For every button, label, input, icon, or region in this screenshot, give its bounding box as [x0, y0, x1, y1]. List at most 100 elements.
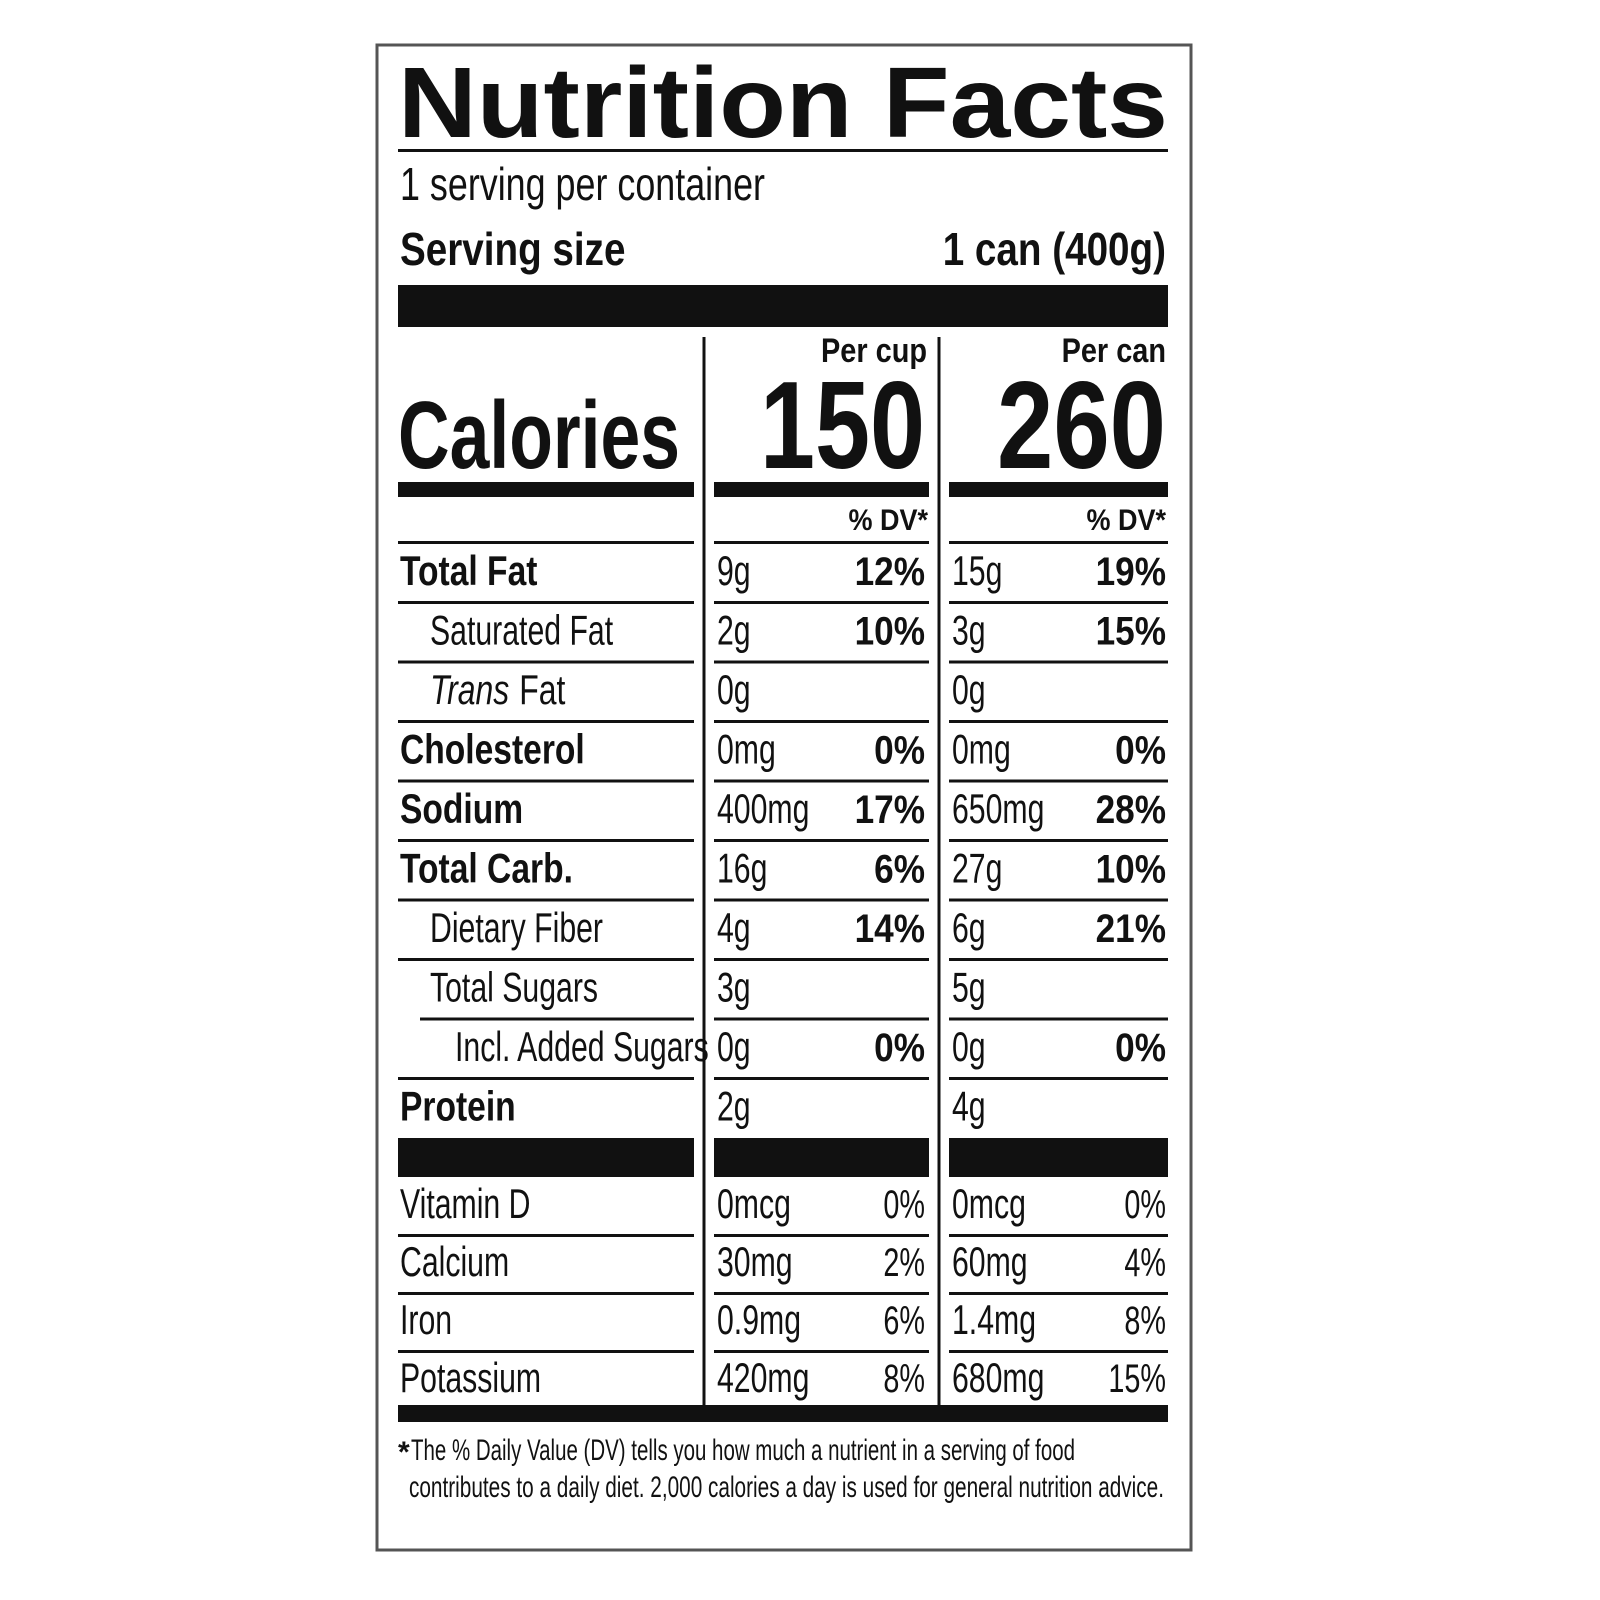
calories-value-group: 260 [997, 357, 1166, 495]
footnote-marker: * [398, 1436, 410, 1469]
thick-rule [949, 1138, 1168, 1177]
daily-value-group: 8% [883, 1356, 925, 1401]
rule [398, 839, 694, 842]
daily-value: 0% [883, 1182, 925, 1227]
nutrient-name-group: Protein [400, 1084, 516, 1130]
daily-value: 0% [874, 1025, 925, 1070]
thick-rule [714, 482, 929, 497]
thick-rule [398, 1138, 694, 1177]
thick-rule [714, 1138, 929, 1177]
nutrient-name-group: Cholesterol [400, 727, 585, 773]
column-header-group: Per cup [821, 331, 927, 370]
amount: 6g [952, 904, 986, 951]
rule [949, 660, 1168, 664]
daily-value-group: 12% [855, 549, 925, 594]
amount-group: 680mg [952, 1354, 1044, 1401]
amount-group: 2g [717, 607, 751, 654]
nutrient-name: Sodium [400, 787, 523, 833]
vitamin-name: Potassium [400, 1354, 541, 1401]
daily-value: 8% [1124, 1298, 1166, 1343]
amount-group: 15g [952, 547, 1002, 594]
amount-group: 0g [717, 666, 751, 713]
amount-group: 16g [717, 845, 767, 892]
amount-group: 4g [952, 1083, 986, 1130]
daily-value: 0% [1124, 1182, 1166, 1227]
servings-per-container: 1 serving per container [400, 159, 765, 210]
rule [949, 720, 1168, 723]
amount: 9g [717, 547, 751, 594]
rule [714, 1350, 929, 1353]
dv-header-group: % DV* [1087, 504, 1167, 538]
amount: 16g [717, 845, 767, 892]
amount-group: 0g [717, 1023, 751, 1070]
daily-value-group: 0% [1115, 727, 1166, 772]
amount: 15g [952, 547, 1002, 594]
nutrient-name-group: Total Sugars [430, 964, 598, 1011]
rule [398, 720, 694, 723]
amount: 2g [717, 1083, 751, 1130]
amount-group: 3g [952, 607, 986, 654]
rule [714, 1234, 929, 1237]
daily-value: 15% [1108, 1356, 1166, 1401]
amount: 400mg [717, 785, 809, 832]
nutrient-name: Fat [519, 666, 566, 713]
daily-value-group: 0% [874, 1025, 925, 1070]
footnote-line-group: The % Daily Value (DV) tells you how muc… [411, 1434, 1075, 1467]
vitamin-name-group: Potassium [400, 1354, 541, 1401]
calories-value-group: 150 [760, 357, 925, 495]
nutrient-name: Protein [400, 1084, 516, 1130]
rule [398, 1077, 694, 1080]
nutrient-name: Dietary Fiber [430, 904, 603, 951]
daily-value-group: 4% [1124, 1240, 1166, 1285]
vitamin-name-group: Vitamin D [400, 1180, 530, 1227]
rule [398, 601, 694, 604]
daily-value: 6% [883, 1298, 925, 1343]
rule [398, 660, 694, 664]
amount: 3g [717, 964, 751, 1011]
daily-value: 28% [1096, 787, 1166, 832]
amount-group: 0mg [952, 726, 1011, 773]
dv-header-group: % DV* [849, 504, 929, 538]
vitamin-name: Vitamin D [400, 1180, 530, 1227]
amount: 0g [952, 1023, 986, 1070]
amount: 27g [952, 845, 1002, 892]
daily-value-group: 15% [1096, 608, 1166, 653]
daily-value: 8% [883, 1356, 925, 1401]
daily-value-group: 6% [874, 846, 925, 891]
amount: 60mg [952, 1238, 1028, 1285]
daily-value-group: 0% [1124, 1182, 1166, 1227]
rule [949, 898, 1168, 902]
amount: 0g [952, 666, 986, 713]
nutrient-name: Total Sugars [430, 964, 598, 1011]
nutrient-name-group: Total Fat [400, 549, 538, 595]
daily-value-group: 14% [855, 906, 925, 951]
nutrient-name-group: Fat [519, 666, 566, 713]
daily-value-group: 10% [1096, 846, 1166, 891]
footnote-line-group: contributes to a daily diet. 2,000 calor… [409, 1471, 1164, 1504]
daily-value-group: 28% [1096, 787, 1166, 832]
daily-value: 19% [1096, 549, 1166, 594]
rule [398, 149, 1168, 152]
thick-rule [398, 285, 1168, 327]
footnote-line: The % Daily Value (DV) tells you how muc… [411, 1434, 1075, 1467]
daily-value-group: 10% [855, 608, 925, 653]
daily-value: 2% [883, 1240, 925, 1285]
daily-value: 10% [1096, 846, 1166, 891]
daily-value: 6% [874, 846, 925, 891]
footnote-marker-group: * [398, 1436, 410, 1469]
rule [398, 958, 694, 961]
amount: 680mg [952, 1354, 1044, 1401]
daily-value: 0% [1115, 727, 1166, 772]
servings-per-container-group: 1 serving per container [400, 159, 765, 210]
nutrient-name: Cholesterol [400, 727, 585, 773]
rule [714, 1292, 929, 1295]
rule [714, 601, 929, 604]
amount: 420mg [717, 1354, 809, 1401]
amount-group: 4g [717, 904, 751, 951]
rule [949, 541, 1168, 544]
daily-value-group: 0% [874, 727, 925, 772]
rule [398, 898, 694, 902]
daily-value-group: 8% [1124, 1298, 1166, 1343]
nutrient-name-group: Total Carb. [400, 846, 573, 892]
thick-rule [949, 482, 1168, 497]
